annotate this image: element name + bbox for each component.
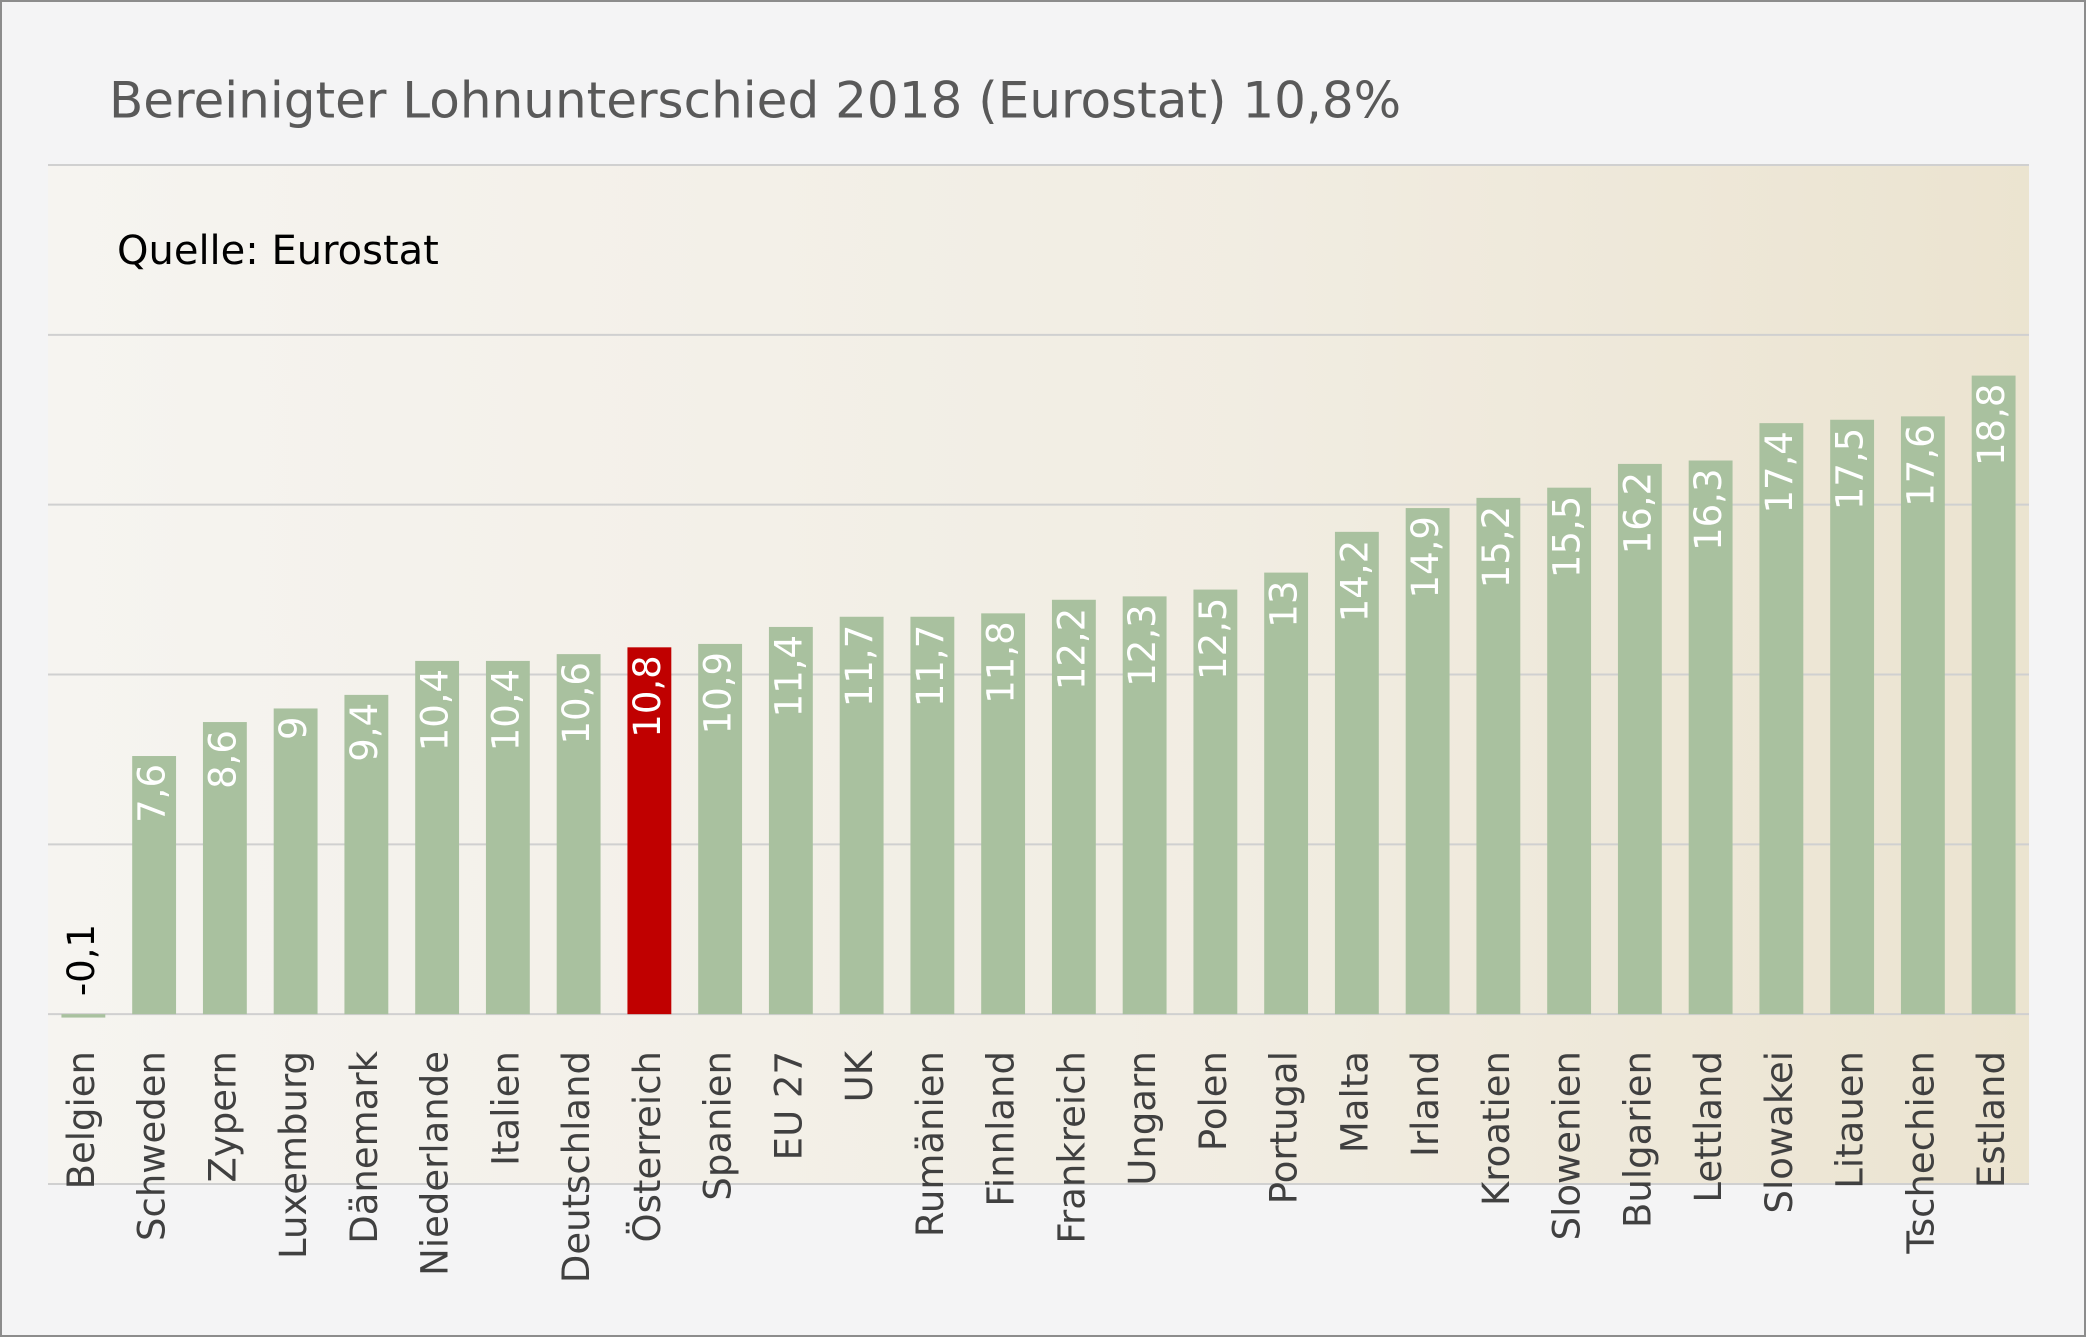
value-label: 18,8	[1970, 384, 2013, 466]
value-label: -0,1	[60, 924, 103, 996]
bar	[1830, 419, 1875, 1015]
x-tick-label: Zypern	[201, 1051, 244, 1183]
x-tick-label: Luxemburg	[272, 1051, 315, 1259]
x-tick-label: Schweden	[131, 1051, 174, 1241]
bar	[344, 694, 389, 1015]
x-tick-label: Polen	[1192, 1051, 1235, 1151]
bar	[1688, 460, 1733, 1015]
x-tick-label: Niederlande	[414, 1051, 457, 1276]
bar	[1617, 463, 1662, 1015]
x-tick-label: Malta	[1333, 1051, 1376, 1153]
x-tick-label: Frankreich	[1050, 1051, 1093, 1244]
value-label: 17,5	[1829, 428, 1872, 510]
x-tick-label: Deutschland	[555, 1051, 598, 1283]
x-tick-label: EU 27	[767, 1051, 810, 1160]
bar	[273, 708, 318, 1015]
bar	[768, 626, 813, 1015]
value-label: 17,6	[1899, 424, 1942, 506]
bar	[910, 616, 955, 1015]
value-label: 16,3	[1687, 469, 1730, 551]
bar	[1476, 497, 1521, 1015]
x-tick-label: Finnland	[980, 1051, 1023, 1207]
bar	[1547, 487, 1592, 1015]
bar	[839, 616, 884, 1015]
annotation: Quelle: Eurostat	[117, 228, 439, 274]
x-tick-label: Portugal	[1263, 1051, 1306, 1204]
x-tick-label: Österreich	[626, 1051, 669, 1242]
bar	[61, 1014, 106, 1018]
x-tick-label: Spanien	[697, 1051, 740, 1201]
value-label: 10,9	[697, 652, 740, 734]
bar	[981, 613, 1026, 1015]
bar	[415, 660, 460, 1015]
x-tick-label: Ungarn	[1121, 1051, 1164, 1186]
bar	[1264, 572, 1309, 1015]
value-label: 13	[1263, 581, 1306, 628]
value-label: 10,4	[414, 669, 457, 751]
x-tick-label: Lettland	[1687, 1051, 1730, 1203]
chart-title: Bereinigter Lohnunterschied 2018 (Eurost…	[109, 72, 1401, 130]
x-tick-label: Bulgarien	[1616, 1051, 1659, 1228]
value-label: 11,8	[980, 621, 1023, 703]
value-label: 9,4	[343, 703, 386, 762]
x-tick-label: Dänemark	[343, 1050, 386, 1243]
value-label: 15,5	[1546, 496, 1589, 578]
x-tick-label: Litauen	[1829, 1051, 1872, 1189]
bar	[1193, 589, 1238, 1015]
x-tick-label: UK	[838, 1049, 881, 1102]
x-tick-label: Irland	[1404, 1051, 1447, 1157]
value-label: 12,3	[1121, 604, 1164, 686]
value-label: 7,6	[131, 764, 174, 823]
x-tick-label: Rumänien	[909, 1051, 952, 1237]
x-tick-label: Kroatien	[1475, 1051, 1518, 1206]
value-label: 11,7	[838, 625, 881, 707]
bar	[1405, 508, 1450, 1015]
value-label: 8,6	[201, 730, 244, 789]
value-label: 10,4	[484, 669, 527, 751]
bar	[1334, 531, 1379, 1015]
bar	[1900, 416, 1945, 1015]
value-label: 11,4	[767, 635, 810, 717]
bar	[556, 654, 601, 1015]
bar	[627, 647, 672, 1015]
bar	[1971, 375, 2016, 1015]
x-tick-label: Slowenien	[1546, 1051, 1589, 1240]
bar	[485, 660, 530, 1015]
value-label: 15,2	[1475, 506, 1518, 588]
bar	[698, 643, 743, 1015]
x-tick-label: Belgien	[60, 1051, 103, 1189]
bar	[202, 722, 247, 1015]
value-label: 11,7	[909, 625, 952, 707]
value-label: 12,2	[1050, 608, 1093, 690]
value-label: 9	[272, 716, 315, 740]
value-label: 14,2	[1333, 540, 1376, 622]
value-label: 14,9	[1404, 516, 1447, 598]
bar	[1051, 599, 1096, 1015]
value-label: 10,8	[626, 655, 669, 737]
x-tick-label: Estland	[1970, 1051, 2013, 1188]
x-tick-label: Tschechien	[1899, 1051, 1942, 1255]
value-label: 12,5	[1192, 598, 1235, 680]
value-label: 10,6	[555, 662, 598, 744]
bar	[1122, 596, 1167, 1015]
bar	[1759, 423, 1804, 1015]
x-tick-label: Slowakei	[1758, 1051, 1801, 1214]
x-tick-label: Italien	[484, 1051, 527, 1166]
value-label: 16,2	[1616, 472, 1659, 554]
value-label: 17,4	[1758, 431, 1801, 513]
bar	[132, 756, 177, 1015]
